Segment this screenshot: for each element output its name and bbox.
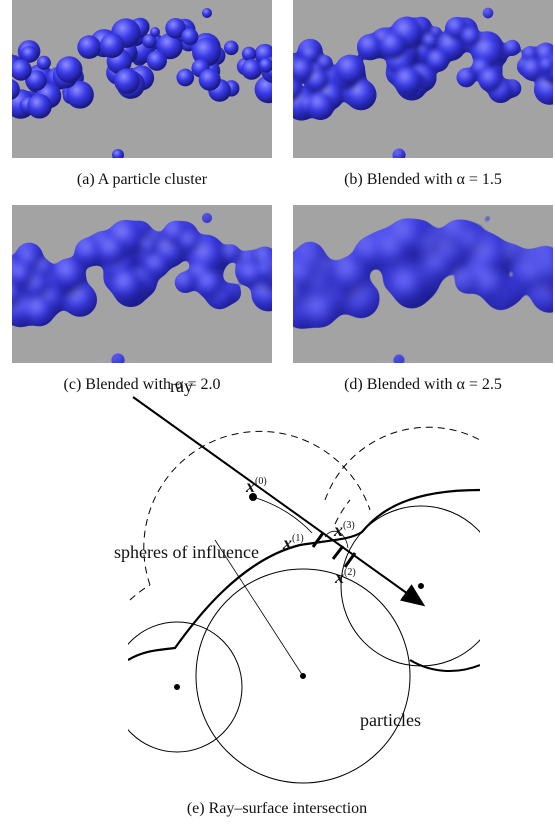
particle: [379, 32, 406, 59]
panel: [0, 0, 288, 161]
particle: [429, 230, 443, 244]
point-index: (1): [292, 533, 304, 544]
point-label: x(0): [245, 476, 267, 496]
particle: [394, 67, 423, 96]
particle: [114, 68, 140, 94]
center: [175, 685, 180, 690]
point-symbol: x: [282, 533, 292, 553]
surface: [128, 490, 480, 660]
particle: [392, 148, 405, 161]
particle: [257, 261, 275, 279]
particle: [476, 270, 506, 300]
particle: [24, 296, 54, 326]
ray: [133, 397, 422, 604]
particle: [222, 244, 240, 262]
particle: [100, 33, 125, 58]
particle: [424, 252, 452, 280]
particle: [8, 262, 35, 289]
step-arrow: [253, 497, 312, 533]
particle: [287, 260, 316, 289]
particle: [144, 253, 169, 278]
particle: [224, 41, 239, 56]
particle: [181, 28, 198, 45]
particle: [259, 58, 274, 73]
center: [419, 584, 424, 589]
spheres-label: spheres of influence: [114, 542, 259, 562]
particle: [196, 271, 223, 298]
particle: [202, 8, 212, 18]
particle: [539, 57, 555, 73]
tick: [333, 546, 343, 559]
surface: [410, 660, 480, 671]
particle: [97, 236, 127, 266]
point-symbol: x: [245, 476, 255, 496]
panel: [0, 205, 291, 367]
point-symbol: x: [333, 520, 343, 540]
particle: [459, 230, 482, 253]
particle: [77, 35, 101, 59]
caption: (a) A particle cluster: [77, 171, 208, 188]
point-index: (2): [344, 567, 356, 578]
particle: [290, 58, 314, 82]
particle: [430, 26, 441, 37]
particle: [176, 69, 194, 87]
point-index: (3): [343, 520, 355, 531]
particle: [150, 27, 160, 37]
particle: [56, 56, 83, 83]
particle: [481, 211, 495, 225]
particle: [376, 234, 409, 267]
particle: [147, 51, 167, 71]
particle: [111, 270, 143, 302]
caption: (c) Blended with α = 2.0: [64, 376, 221, 393]
panel: [277, 0, 555, 162]
panel: [274, 205, 555, 368]
particle: [307, 92, 335, 120]
particle: [10, 59, 31, 80]
caption: (e) Ray–surface intersection: [187, 800, 367, 817]
center: [301, 674, 306, 679]
particle: [357, 34, 383, 60]
tick: [345, 553, 355, 567]
point-label: x(1): [282, 533, 304, 553]
influence-sphere: [130, 585, 150, 600]
particle: [179, 231, 200, 252]
particle: [304, 295, 337, 328]
particle: [27, 94, 52, 119]
particle: [482, 7, 493, 18]
particle: [504, 40, 520, 56]
particle: [426, 49, 449, 72]
diagram: [112, 397, 501, 783]
particle: [112, 149, 124, 161]
particle: [241, 59, 262, 80]
particle: [149, 231, 161, 243]
particles-label: particles: [360, 710, 421, 730]
point-label: x(2): [334, 567, 356, 587]
particle: [199, 69, 221, 91]
particle: [242, 47, 256, 61]
caption: (d) Blended with α = 2.5: [344, 376, 502, 393]
point-symbol: x: [334, 567, 344, 587]
point-index: (0): [255, 476, 267, 487]
tick: [313, 533, 323, 547]
particle: [201, 212, 213, 224]
influence-sphere: [325, 427, 480, 500]
figure: ray spheres of influence particles (e) R…: [0, 0, 555, 823]
particle: [391, 352, 407, 368]
particle: [461, 27, 480, 46]
particle: [335, 55, 365, 85]
particle: [317, 55, 333, 71]
particle: [37, 56, 51, 70]
particle: [478, 67, 503, 92]
particle: [111, 353, 126, 368]
caption: (b) Blended with α = 1.5: [344, 171, 502, 188]
particle: [391, 269, 426, 304]
